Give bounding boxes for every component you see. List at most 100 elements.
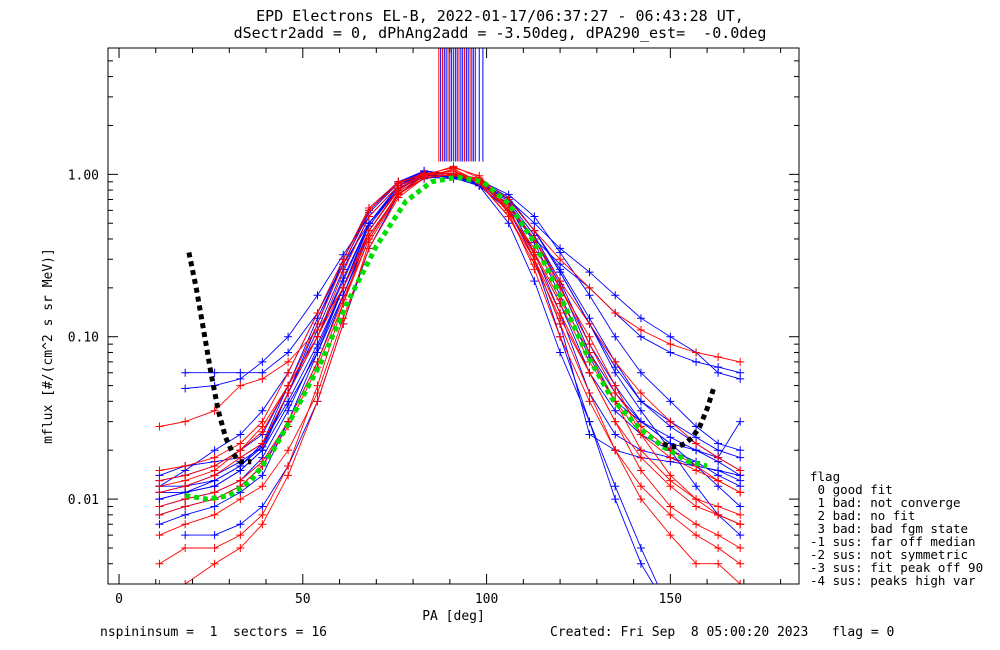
data-point-marker	[339, 255, 348, 264]
data-point-marker	[611, 308, 620, 317]
data-point-marker	[714, 609, 722, 617]
data-point-marker	[692, 446, 701, 455]
data-point-marker	[692, 495, 701, 504]
data-point-marker	[611, 332, 620, 341]
data-point-marker	[556, 348, 565, 357]
data-point-marker	[284, 348, 293, 357]
data-point-marker	[155, 531, 164, 540]
data-point-marker	[692, 502, 701, 511]
data-point-marker	[313, 348, 322, 357]
data-point-marker	[585, 397, 594, 406]
data-point-marker	[556, 248, 565, 257]
data-point-marker	[364, 234, 373, 243]
data-point-marker	[258, 439, 267, 448]
data-point-marker	[714, 476, 723, 485]
series-line-red	[159, 170, 741, 493]
chart-title-line1: EPD Electrons EL-B, 2022-01-17/06:37:27 …	[256, 7, 744, 25]
data-point-marker	[236, 430, 245, 439]
data-point-marker	[636, 453, 645, 462]
data-point-marker	[236, 543, 245, 552]
data-point-marker	[585, 268, 594, 277]
data-point-marker	[284, 446, 293, 455]
data-point-marker	[585, 291, 594, 300]
data-point-marker	[714, 531, 723, 540]
data-point-marker	[611, 381, 620, 390]
data-point-marker	[636, 314, 645, 323]
fit-curve-black	[661, 384, 717, 450]
data-point-marker	[736, 357, 745, 366]
data-point-marker	[449, 162, 458, 171]
data-point-marker	[210, 488, 219, 497]
series-line-blue	[159, 173, 658, 584]
data-point-marker	[181, 368, 190, 377]
data-point-marker	[155, 520, 164, 529]
data-point-marker	[339, 283, 348, 292]
x-tick-label: 100	[475, 592, 498, 607]
data-point-marker	[636, 326, 645, 335]
flag-legend-title: flag	[810, 469, 841, 484]
data-point-marker	[611, 417, 620, 426]
data-point-marker	[181, 543, 190, 552]
data-point-marker	[364, 226, 373, 235]
data-point-marker	[284, 461, 293, 470]
flag-legend-item: -2 sus: not symmetric	[810, 547, 969, 562]
data-point-marker	[636, 397, 645, 406]
data-point-marker	[666, 453, 675, 462]
data-point-marker	[692, 609, 700, 617]
series-line-red	[159, 172, 741, 482]
data-point-marker	[210, 510, 219, 519]
data-point-marker	[611, 482, 620, 491]
data-point-marker	[556, 277, 565, 286]
data-point-marker	[313, 332, 322, 341]
y-tick-label: 1.00	[68, 168, 99, 183]
data-point-marker	[394, 189, 403, 198]
fit-curve-black	[186, 251, 252, 465]
data-point-marker	[611, 368, 620, 377]
data-point-marker	[736, 510, 745, 519]
series-line-red	[159, 168, 741, 549]
data-point-marker	[736, 502, 745, 511]
data-point-marker	[236, 466, 245, 475]
data-point-marker	[666, 433, 675, 442]
fit-curve-green	[184, 174, 708, 502]
data-point-marker	[736, 531, 745, 540]
flag-legend-item: 2 bad: no fit	[810, 508, 916, 523]
data-point-marker	[284, 332, 293, 341]
data-point-marker	[258, 471, 267, 480]
data-point-marker	[692, 357, 701, 366]
data-point-marker	[313, 319, 322, 328]
data-point-marker	[736, 466, 745, 475]
y-tick-label: 0.10	[68, 331, 99, 346]
data-point-marker	[236, 381, 245, 390]
data-point-marker	[155, 495, 164, 504]
data-point-marker	[666, 340, 675, 349]
data-point-marker	[611, 495, 620, 504]
data-point-marker	[666, 348, 675, 357]
series-line-red	[159, 165, 741, 584]
data-point-marker	[155, 580, 164, 584]
data-point-marker	[530, 212, 539, 221]
data-point-marker	[313, 308, 322, 317]
data-point-marker	[636, 332, 645, 341]
data-point-marker	[258, 357, 267, 366]
data-point-marker	[284, 400, 293, 409]
flag-legend-item: -1 sus: far off median	[810, 534, 976, 549]
data-point-marker	[736, 453, 745, 462]
data-point-marker	[420, 173, 429, 182]
data-point-marker	[714, 439, 723, 448]
data-point-marker	[236, 446, 245, 455]
data-point-marker	[313, 397, 322, 406]
data-point-marker	[636, 495, 645, 504]
x-axis-label: PA [deg]	[422, 609, 485, 624]
footer-right: Created: Fri Sep 8 05:00:20 2023 flag = …	[550, 625, 895, 640]
footer-left: nspininsum = 1 sectors = 16	[100, 625, 327, 640]
x-tick-label: 150	[659, 592, 682, 607]
data-point-marker	[210, 559, 219, 568]
data-point-marker	[210, 543, 219, 552]
data-point-marker	[258, 427, 267, 436]
data-point-marker	[181, 580, 190, 584]
data-point-marker	[714, 353, 723, 362]
data-point-marker	[556, 332, 565, 341]
data-point-marker	[181, 520, 190, 529]
